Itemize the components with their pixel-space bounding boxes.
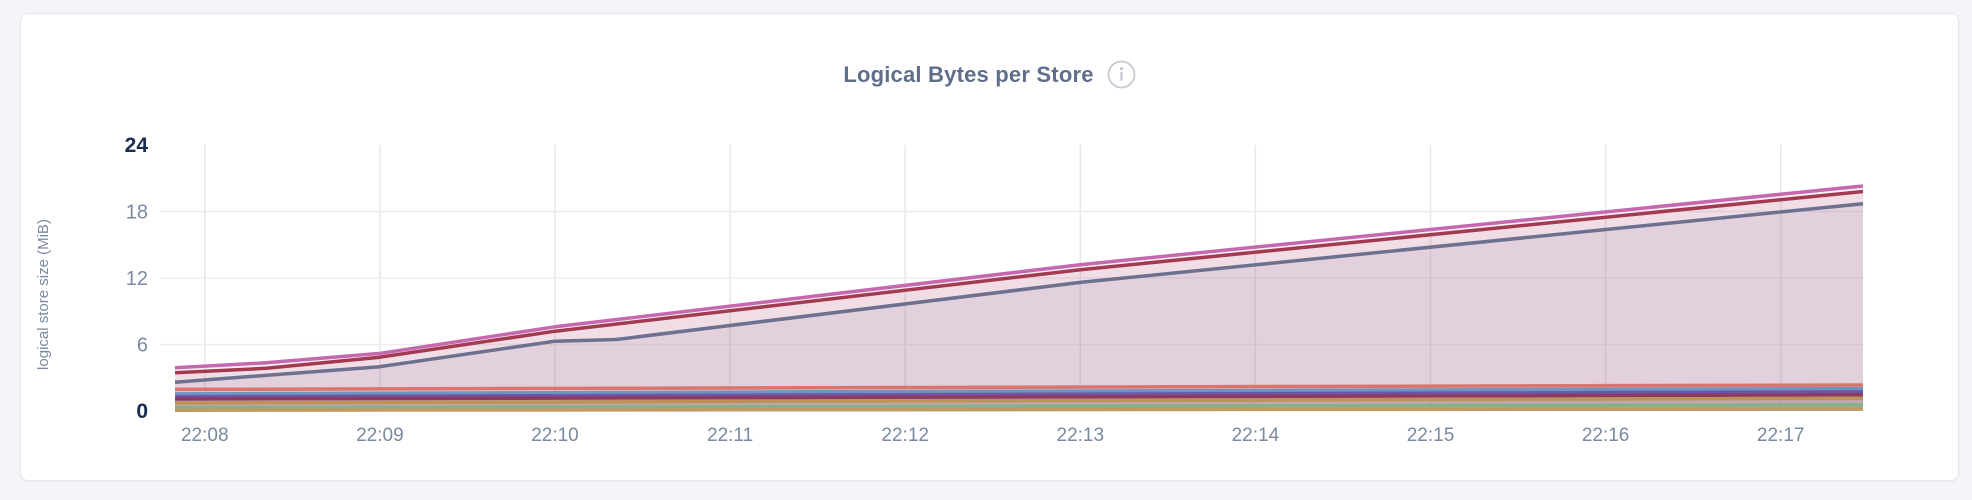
series-6-violet-line [174, 390, 1864, 399]
series-3-slate-area [175, 203, 1863, 411]
x-tick-label: 22:10 [531, 425, 579, 446]
y-tick-label: 18 [126, 202, 148, 224]
series-5-blue-line [174, 386, 1864, 396]
series-2-dark-red-line [174, 189, 1864, 375]
series-9-green-line [174, 403, 1864, 410]
series-1-pink-area [175, 186, 1863, 411]
x-tick-label: 22:13 [1057, 425, 1105, 446]
series-7-magenta-line [174, 393, 1864, 401]
x-tick-label: 22:11 [707, 425, 753, 446]
series-8-gold-line [174, 396, 1864, 405]
series-1-pink-line [174, 184, 1864, 370]
chart-title: Logical Bytes per Store [843, 61, 1094, 87]
x-tick-label: 22:17 [1757, 425, 1805, 446]
y-tick-label: 6 [137, 335, 148, 357]
series-10-tan-line [174, 407, 1864, 412]
x-tick-label: 22:16 [1582, 425, 1630, 446]
chart-header: Logical Bytes per Store [21, 60, 1958, 89]
series-3-slate-line [174, 201, 1864, 384]
x-tick-label: 22:14 [1232, 425, 1280, 446]
x-tick-label: 22:08 [181, 425, 229, 446]
y-tick-label: 24 [125, 134, 149, 157]
y-tick-label: 12 [126, 268, 148, 290]
x-tick-label: 22:09 [356, 425, 404, 446]
y-tick-label: 0 [136, 400, 148, 423]
x-tick-label: 22:15 [1407, 425, 1455, 446]
x-tick-label: 22:12 [881, 425, 929, 446]
info-circle-icon[interactable] [1107, 60, 1136, 89]
series-4-salmon-line [174, 383, 1864, 392]
